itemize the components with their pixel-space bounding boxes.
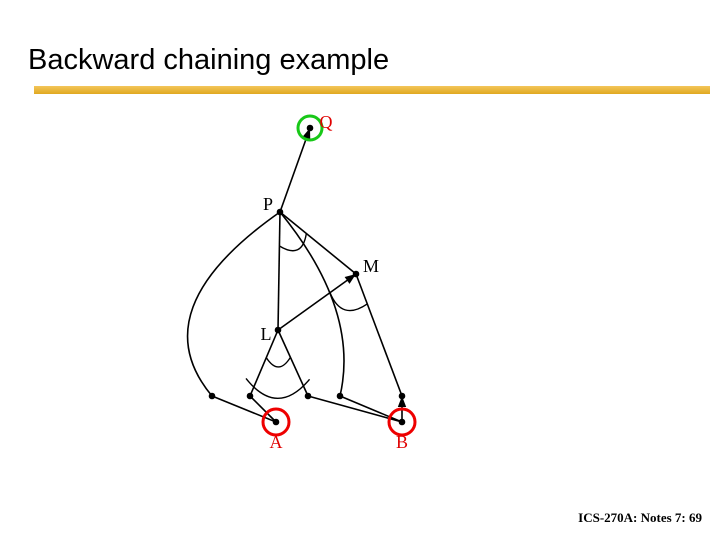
slide-title: Backward chaining example <box>28 44 389 77</box>
slide: Backward chaining example Q P M L A B ICS-270… <box>0 0 720 540</box>
label-A: A <box>270 432 283 452</box>
label-M: M <box>363 256 379 276</box>
label-Q: Q <box>320 112 333 132</box>
node-M <box>353 271 360 278</box>
edge-LB-B <box>308 396 402 422</box>
node-PA <box>209 393 216 400</box>
edge-P-PA <box>188 212 280 396</box>
node-MB <box>399 393 406 400</box>
edge-PA-A <box>212 396 276 422</box>
edge-M-L <box>278 274 356 330</box>
title-underline <box>34 86 710 94</box>
node-B <box>399 419 406 426</box>
label-P: P <box>263 194 273 214</box>
slide-footer: ICS-270A: Notes 7: 69 <box>578 510 702 526</box>
node-L <box>275 327 282 334</box>
node-PB <box>337 393 344 400</box>
node-P <box>277 209 284 216</box>
edge-PB-B <box>340 396 402 422</box>
edge-P-M <box>280 212 356 274</box>
edge-M-MB <box>356 274 402 396</box>
node-LA <box>247 393 254 400</box>
label-L: L <box>261 324 272 344</box>
node-LB <box>305 393 312 400</box>
edge-P-L <box>278 212 280 330</box>
backward-chaining-diagram: Q P M L A B <box>150 100 530 470</box>
label-B: B <box>396 432 408 452</box>
and-arc-2 <box>266 357 290 367</box>
node-A <box>273 419 280 426</box>
edge-P-PB <box>280 212 344 396</box>
node-Q <box>307 125 314 132</box>
